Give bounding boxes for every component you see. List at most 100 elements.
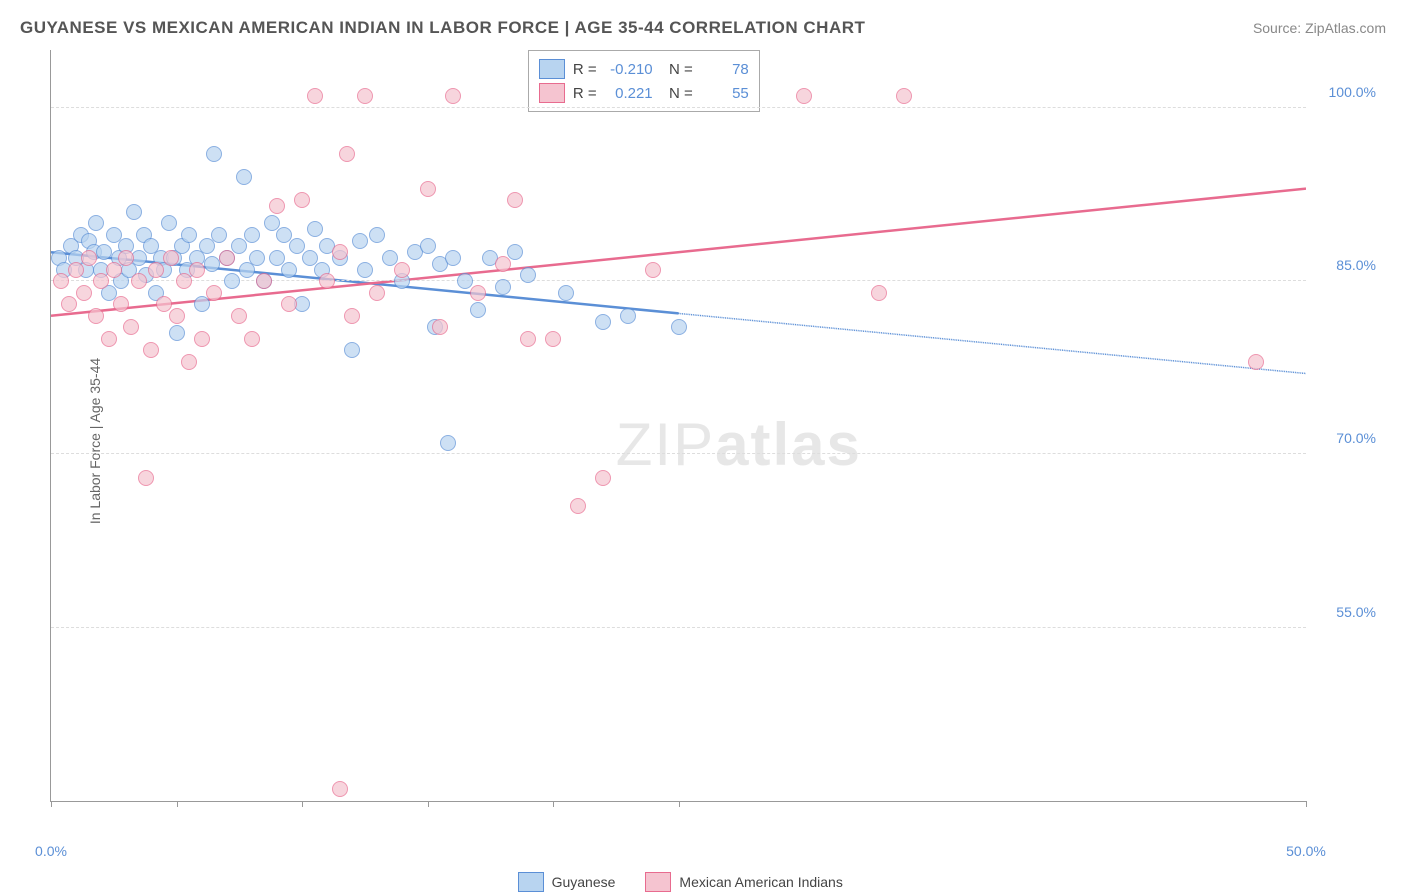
- x-tick-mark: [51, 801, 52, 807]
- scatter-point: [113, 296, 129, 312]
- x-tick-label: 0.0%: [35, 843, 67, 859]
- scatter-point: [101, 331, 117, 347]
- scatter-point: [181, 227, 197, 243]
- scatter-point: [181, 354, 197, 370]
- scatter-point: [88, 308, 104, 324]
- scatter-point: [440, 435, 456, 451]
- grid-line: [51, 627, 1306, 628]
- scatter-point: [344, 308, 360, 324]
- trend-lines-svg: [51, 50, 1306, 801]
- y-tick-label: 55.0%: [1336, 604, 1376, 620]
- scatter-point: [68, 262, 84, 278]
- scatter-point: [244, 331, 260, 347]
- scatter-point: [307, 88, 323, 104]
- scatter-point: [206, 285, 222, 301]
- x-tick-label: 50.0%: [1286, 843, 1326, 859]
- scatter-point: [344, 342, 360, 358]
- scatter-point: [194, 331, 210, 347]
- scatter-point: [161, 215, 177, 231]
- scatter-point: [118, 250, 134, 266]
- scatter-point: [319, 273, 335, 289]
- x-tick-mark: [428, 801, 429, 807]
- scatter-point: [169, 325, 185, 341]
- scatter-point: [394, 262, 410, 278]
- x-tick-mark: [553, 801, 554, 807]
- scatter-point: [570, 498, 586, 514]
- scatter-point: [595, 314, 611, 330]
- scatter-point: [520, 267, 536, 283]
- stats-n-label: N =: [661, 61, 693, 78]
- scatter-point: [231, 238, 247, 254]
- scatter-point: [545, 331, 561, 347]
- scatter-point: [143, 342, 159, 358]
- scatter-point: [445, 88, 461, 104]
- scatter-point: [671, 319, 687, 335]
- x-tick-mark: [679, 801, 680, 807]
- legend-item: Mexican American Indians: [645, 872, 842, 892]
- chart-title: GUYANESE VS MEXICAN AMERICAN INDIAN IN L…: [20, 18, 865, 38]
- stats-r-value: 0.221: [605, 85, 653, 102]
- stats-legend-box: R =-0.210 N =78R =0.221 N =55: [528, 50, 760, 112]
- scatter-point: [123, 319, 139, 335]
- scatter-point: [332, 781, 348, 797]
- scatter-point: [352, 233, 368, 249]
- scatter-point: [871, 285, 887, 301]
- scatter-point: [131, 273, 147, 289]
- scatter-point: [93, 273, 109, 289]
- scatter-point: [176, 273, 192, 289]
- watermark-thin: ZIP: [616, 411, 715, 478]
- chart-container: In Labor Force | Age 35-44 ZIPatlas R =-…: [50, 50, 1386, 832]
- scatter-point: [106, 262, 122, 278]
- stats-row: R =-0.210 N =78: [539, 57, 749, 81]
- legend-item: Guyanese: [518, 872, 616, 892]
- scatter-point: [269, 198, 285, 214]
- scatter-point: [224, 273, 240, 289]
- scatter-point: [369, 227, 385, 243]
- scatter-point: [470, 302, 486, 318]
- watermark-bold: atlas: [715, 411, 862, 478]
- scatter-point: [81, 250, 97, 266]
- stats-n-value: 55: [701, 85, 749, 102]
- scatter-point: [420, 238, 436, 254]
- scatter-point: [199, 238, 215, 254]
- scatter-point: [61, 296, 77, 312]
- x-tick-mark: [302, 801, 303, 807]
- x-tick-mark: [177, 801, 178, 807]
- scatter-point: [1248, 354, 1264, 370]
- scatter-point: [357, 262, 373, 278]
- x-tick-mark: [1306, 801, 1307, 807]
- legend-label: Guyanese: [552, 874, 616, 890]
- scatter-point: [645, 262, 661, 278]
- scatter-point: [432, 319, 448, 335]
- scatter-point: [96, 244, 112, 260]
- scatter-point: [796, 88, 812, 104]
- scatter-point: [236, 169, 252, 185]
- scatter-point: [256, 273, 272, 289]
- legend-swatch: [518, 872, 544, 892]
- scatter-point: [53, 273, 69, 289]
- scatter-point: [332, 244, 348, 260]
- bottom-legend: Guyanese Mexican American Indians: [518, 872, 843, 892]
- legend-label: Mexican American Indians: [679, 874, 842, 890]
- scatter-point: [138, 470, 154, 486]
- stats-n-label: N =: [661, 85, 693, 102]
- scatter-point: [507, 244, 523, 260]
- scatter-point: [163, 250, 179, 266]
- scatter-point: [281, 262, 297, 278]
- scatter-point: [445, 250, 461, 266]
- scatter-point: [420, 181, 436, 197]
- scatter-point: [507, 192, 523, 208]
- scatter-point: [126, 204, 142, 220]
- scatter-point: [189, 262, 205, 278]
- y-tick-label: 70.0%: [1336, 430, 1376, 446]
- grid-line: [51, 453, 1306, 454]
- scatter-point: [369, 285, 385, 301]
- stats-n-value: 78: [701, 61, 749, 78]
- stats-row: R =0.221 N =55: [539, 81, 749, 105]
- scatter-point: [88, 215, 104, 231]
- scatter-point: [339, 146, 355, 162]
- scatter-point: [244, 227, 260, 243]
- scatter-point: [558, 285, 574, 301]
- y-tick-label: 85.0%: [1336, 257, 1376, 273]
- scatter-point: [148, 262, 164, 278]
